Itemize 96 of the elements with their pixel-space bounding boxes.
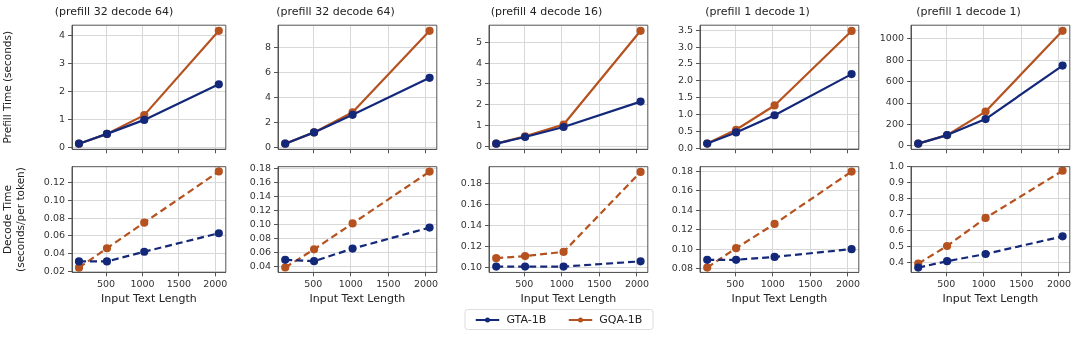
y-tick-label: 0.5 bbox=[888, 240, 904, 252]
y-tick-label: 0.18 bbox=[460, 177, 482, 188]
legend-label: GTA-1B bbox=[506, 313, 547, 326]
y-tick-label: 0.7 bbox=[888, 208, 904, 220]
y-tick-label: 0 bbox=[264, 140, 271, 152]
x-tick-label: 1000 bbox=[971, 277, 996, 289]
y-tick-label: 0.9 bbox=[888, 176, 904, 188]
y-tick-label: 1.0 bbox=[888, 160, 904, 172]
x-tick-label: 2000 bbox=[835, 277, 861, 289]
y-tick-label: 1 bbox=[58, 113, 65, 125]
y-tick-label: 0.04 bbox=[43, 246, 65, 258]
x-tick-label: 1500 bbox=[587, 277, 612, 289]
y-tick-label: 1.0 bbox=[677, 108, 693, 120]
y-tick-label: 3.0 bbox=[677, 40, 693, 52]
y-tick-label: 3 bbox=[58, 57, 65, 69]
x-tick-label: 500 bbox=[726, 277, 745, 289]
y-tick-label: 2 bbox=[58, 85, 65, 97]
y-tick-label: 0.14 bbox=[671, 203, 693, 215]
y-tick-label: 0.16 bbox=[671, 184, 693, 196]
y-tick-label: 0.04 bbox=[249, 260, 271, 272]
y-tick-label: 0.16 bbox=[460, 198, 482, 210]
y-axis-title: Prefill Time (seconds) bbox=[1, 30, 14, 144]
y-tick-label: 2.5 bbox=[677, 57, 693, 69]
y-tick-label: 4 bbox=[264, 90, 271, 102]
x-tick-label: 500 bbox=[304, 277, 323, 289]
y-tick-label: 0.16 bbox=[249, 176, 271, 188]
y-tick-label: 400 bbox=[885, 96, 904, 108]
y-tick-label: 2 bbox=[475, 98, 482, 110]
chart-title: (prefill 1 decode 1) bbox=[916, 5, 1021, 19]
y-tick-label: 0.5 bbox=[677, 124, 693, 136]
y-tick-label: 0.12 bbox=[671, 223, 693, 235]
y-tick-label: 0.8 bbox=[888, 192, 904, 204]
x-tick-label: 2000 bbox=[1046, 277, 1072, 289]
y-tick-label: 200 bbox=[885, 117, 904, 129]
y-tick-label: 0.06 bbox=[249, 246, 271, 258]
y-tick-label: 0.10 bbox=[460, 261, 482, 273]
y-axis-title: Decode Time (seconds/per token) bbox=[1, 167, 26, 272]
x-tick-label: 1500 bbox=[166, 277, 191, 289]
y-tick-label: 0 bbox=[897, 139, 904, 151]
y-tick-label: 1.5 bbox=[677, 91, 693, 103]
y-tick-label: 0 bbox=[475, 139, 482, 151]
chart-title: (prefill 1 decode 1) bbox=[705, 5, 810, 19]
x-axis-title: Input Text Length bbox=[309, 292, 406, 306]
y-tick-label: 8 bbox=[264, 40, 271, 52]
x-tick-label: 2000 bbox=[624, 277, 650, 289]
x-axis-title: Input Text Length bbox=[731, 292, 828, 306]
y-tick-label: 2 bbox=[264, 115, 271, 127]
y-tick-label: 0.12 bbox=[249, 204, 271, 216]
x-tick-label: 500 bbox=[515, 277, 534, 289]
y-tick-label: 0.18 bbox=[671, 165, 693, 177]
y-tick-label: 0.10 bbox=[249, 218, 271, 230]
y-tick-label: 0.12 bbox=[460, 240, 482, 252]
x-axis-title: Input Text Length bbox=[942, 292, 1039, 306]
x-tick-label: 1500 bbox=[1009, 277, 1034, 289]
legend-label: GQA-1B bbox=[599, 313, 643, 326]
y-tick-label: 0.18 bbox=[249, 162, 271, 174]
x-tick-label: 2000 bbox=[203, 277, 228, 289]
y-tick-label: 0.08 bbox=[43, 211, 65, 223]
chart-title: (prefill 4 decode 16) bbox=[490, 5, 603, 19]
y-tick-label: 600 bbox=[885, 75, 904, 87]
y-tick-label: 0.6 bbox=[888, 224, 904, 236]
y-tick-label: 1000 bbox=[879, 32, 904, 44]
x-axis-title: Input Text Length bbox=[101, 292, 197, 306]
y-tick-label: 800 bbox=[885, 53, 904, 65]
y-tick-label: 4 bbox=[58, 29, 65, 41]
y-tick-label: 3.5 bbox=[677, 23, 693, 35]
x-axis-title: Input Text Length bbox=[520, 292, 617, 306]
y-tick-label: 0.08 bbox=[249, 232, 271, 244]
y-tick-label: 0.10 bbox=[671, 242, 693, 254]
y-tick-label: 0.10 bbox=[43, 194, 65, 206]
y-tick-label: 0.4 bbox=[888, 256, 904, 268]
x-tick-label: 1500 bbox=[376, 277, 401, 289]
x-tick-label: 500 bbox=[937, 277, 956, 289]
x-tick-label: 1500 bbox=[798, 277, 823, 289]
y-tick-label: 0.14 bbox=[460, 219, 482, 231]
y-tick-label: 2.0 bbox=[677, 74, 693, 86]
x-tick-label: 500 bbox=[97, 277, 116, 289]
y-tick-label: 1 bbox=[475, 119, 482, 131]
x-tick-label: 1000 bbox=[760, 277, 785, 289]
chart-title: (prefill 32 decode 64) bbox=[276, 5, 395, 19]
x-tick-label: 1000 bbox=[338, 277, 363, 289]
x-tick-label: 1000 bbox=[549, 277, 574, 289]
y-tick-label: 0.0 bbox=[677, 141, 693, 153]
chart-title: (prefill 32 decode 64) bbox=[54, 5, 174, 19]
x-tick-label: 2000 bbox=[413, 277, 439, 289]
y-tick-label: 3 bbox=[475, 77, 482, 89]
y-tick-label: 0.08 bbox=[671, 261, 693, 273]
x-tick-label: 1000 bbox=[130, 277, 155, 289]
y-tick-label: 0.02 bbox=[43, 264, 65, 276]
y-tick-label: 5 bbox=[475, 35, 482, 47]
y-tick-label: 0 bbox=[58, 141, 65, 153]
y-tick-label: 0.06 bbox=[43, 229, 65, 241]
y-tick-label: 0.14 bbox=[249, 190, 271, 202]
y-tick-label: 6 bbox=[264, 65, 271, 77]
y-tick-label: 0.12 bbox=[43, 176, 65, 188]
y-tick-label: 4 bbox=[475, 56, 482, 68]
